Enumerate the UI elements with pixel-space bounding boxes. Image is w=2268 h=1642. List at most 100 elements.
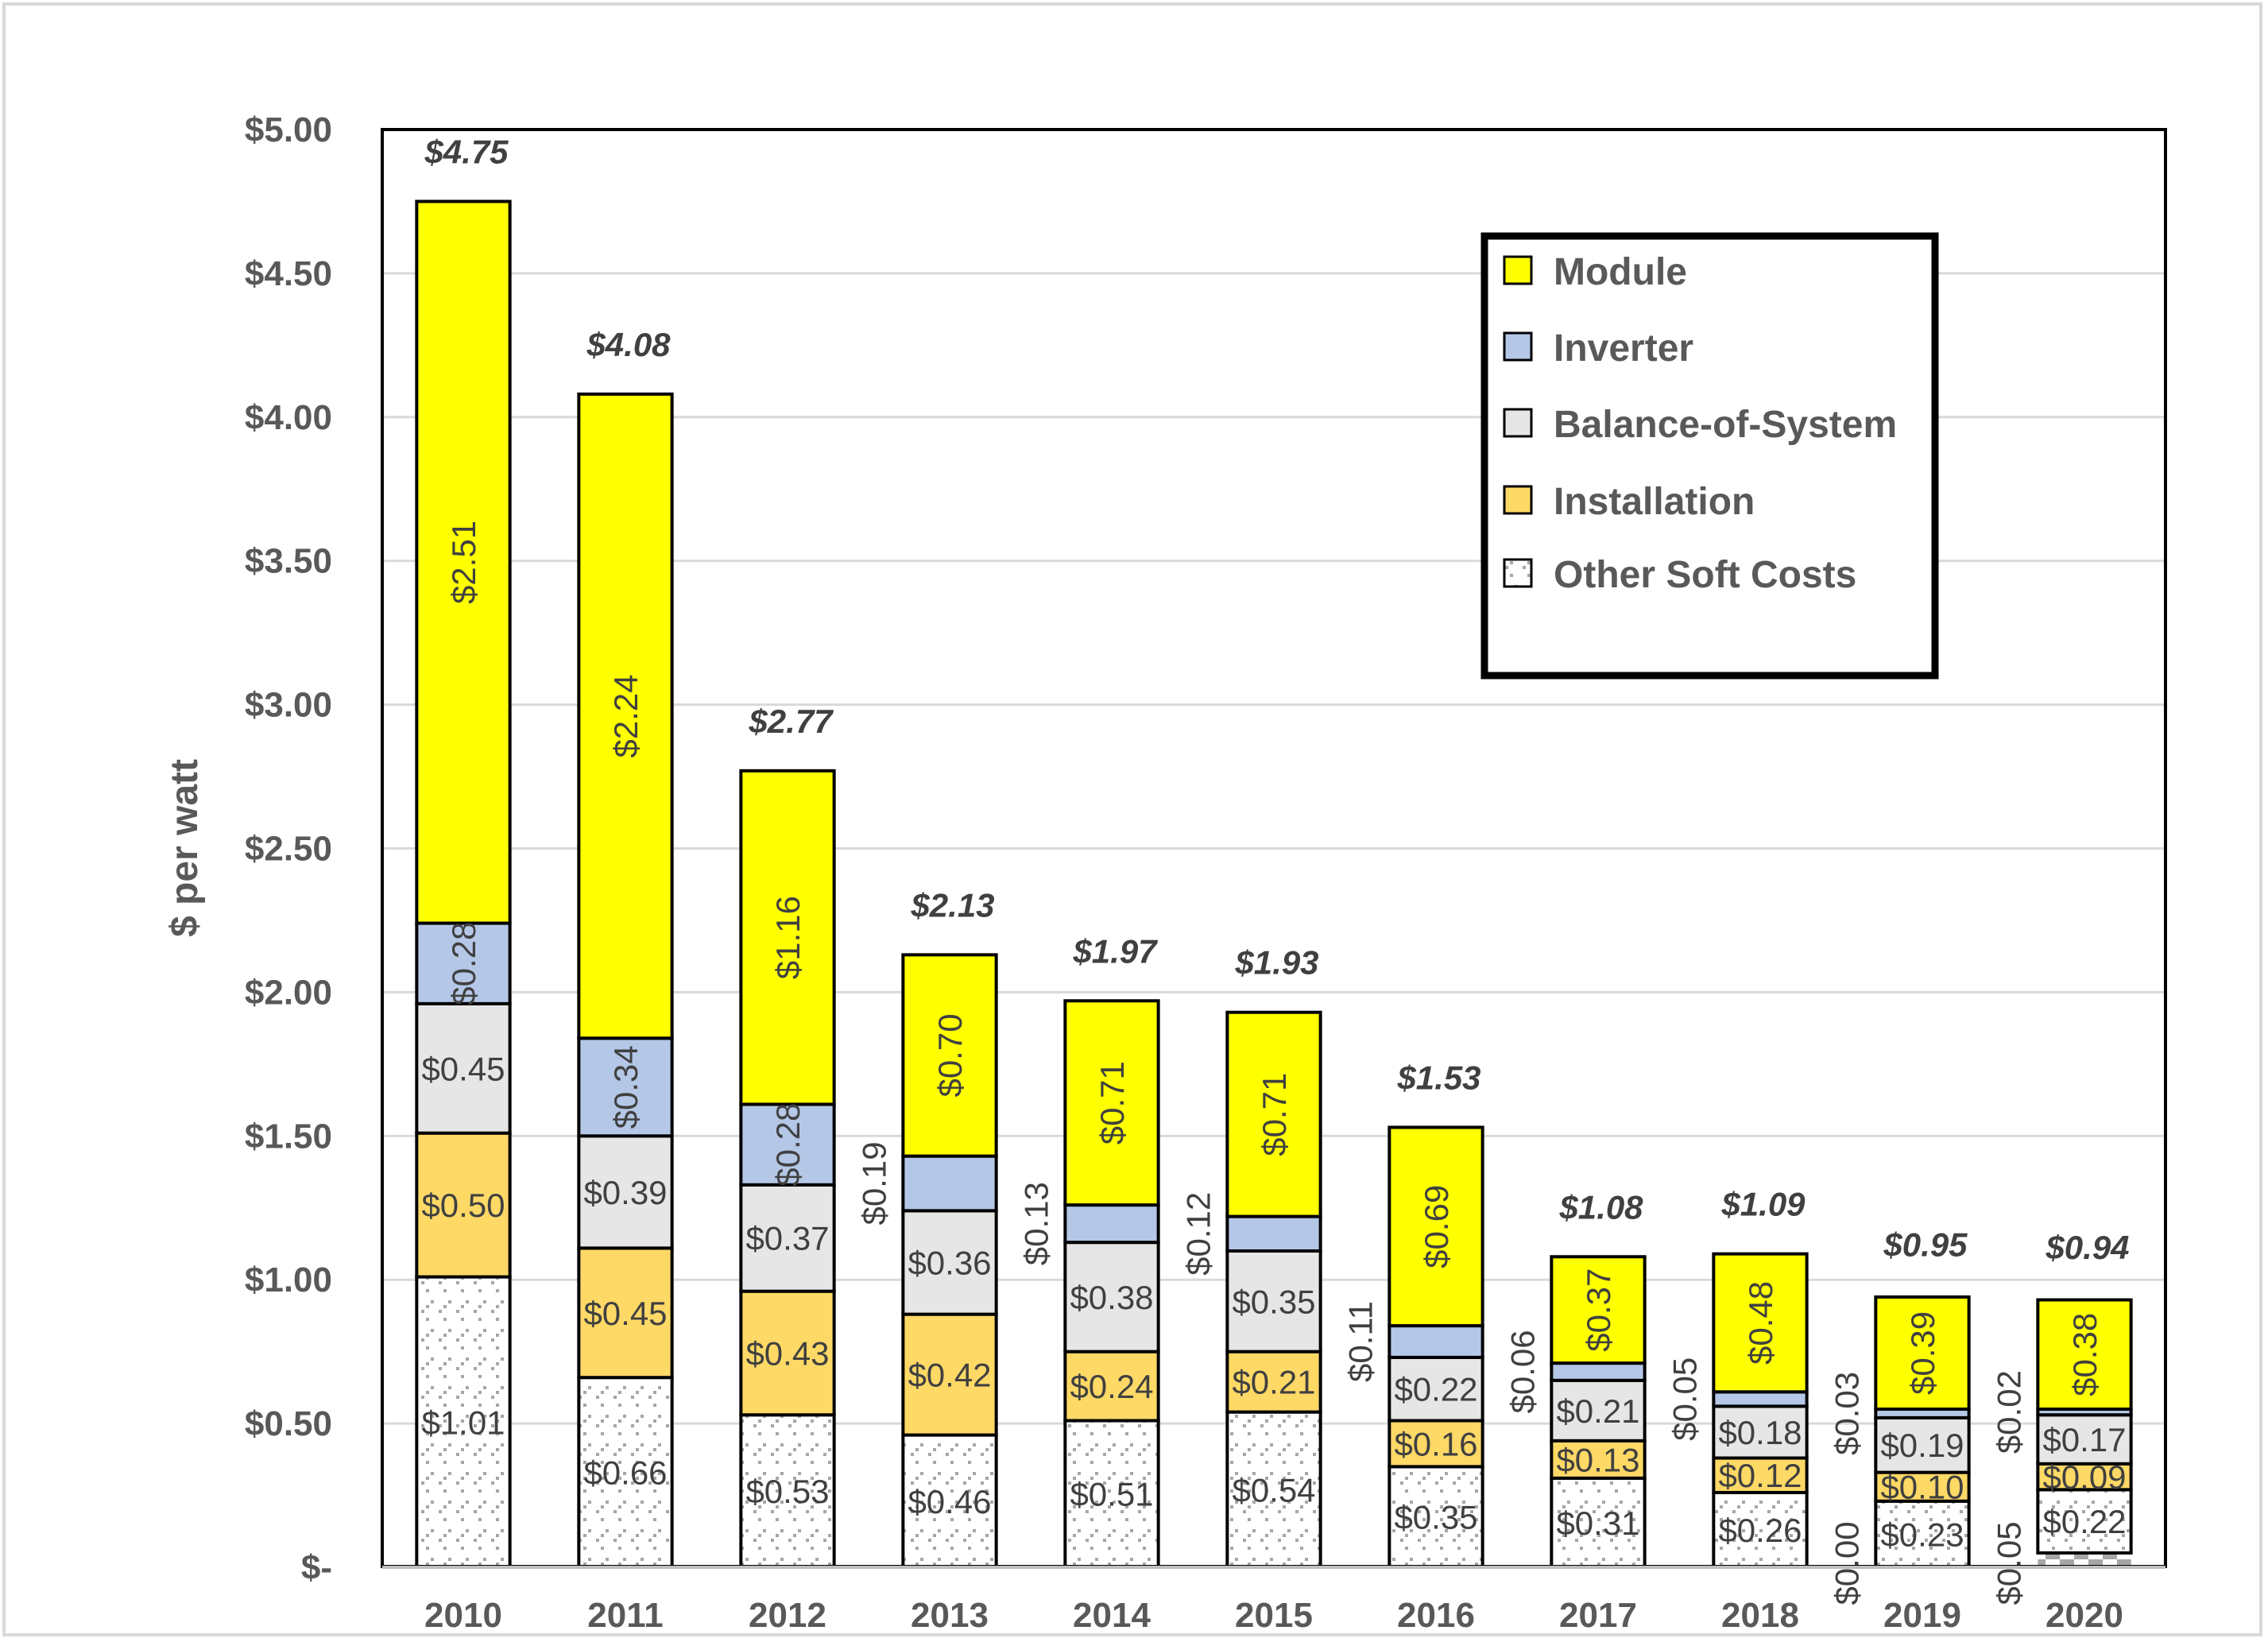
y-tick-label: $1.00 [245, 1261, 332, 1299]
legend-label: Installation [1554, 481, 1755, 523]
segment-label: $0.12 [1718, 1457, 1802, 1494]
x-tick-label: 2018 [1721, 1596, 1799, 1635]
segment-label-outside: $0.05 [1990, 1521, 2027, 1605]
x-tick-label: 2013 [911, 1596, 989, 1635]
segment-label-rotated: $1.16 [769, 896, 807, 979]
segment-label: $0.54 [1232, 1471, 1315, 1508]
legend-swatch [1503, 331, 1533, 362]
segment-label: $0.42 [908, 1357, 991, 1394]
bar-segment-module [1388, 1125, 1484, 1328]
segment-label-rotated: $0.71 [1256, 1073, 1293, 1156]
bar-segment-inverter [415, 921, 512, 1005]
total-label: $4.75 [424, 133, 509, 170]
segment-label: $0.18 [1718, 1414, 1802, 1451]
bar-segment-other-soft-costs [1550, 1476, 1647, 1570]
total-label: $1.97 [1072, 932, 1158, 970]
segment-label: $0.46 [908, 1483, 991, 1520]
bar-segment-module [577, 392, 674, 1040]
bar-segment-inverter [901, 1154, 998, 1213]
bar-segment-installation [1063, 1350, 1160, 1423]
total-label: $1.93 [1234, 944, 1318, 982]
bar-segment-inverter [1063, 1203, 1160, 1245]
y-tick-label: $3.50 [245, 542, 332, 581]
bar-segment-balance-of-system [1550, 1378, 1647, 1443]
segment-label: $1.01 [421, 1404, 505, 1441]
y-tick-label: $4.00 [245, 398, 332, 437]
bar-segment-module [1063, 999, 1160, 1207]
segment-label-outside: $0.11 [1341, 1301, 1379, 1382]
total-labels: $4.75 $4.08 $2.77 $2.13 $1.97 $1.93 $1.53 $1.08… [424, 133, 2129, 1265]
segment-label: $0.23 [1880, 1516, 1964, 1553]
segment-label: $0.45 [421, 1050, 505, 1087]
bar-segment-inverter [1388, 1324, 1484, 1359]
x-tick-label: 2011 [587, 1596, 663, 1635]
segment-label-rotated: $0.69 [1418, 1185, 1455, 1268]
legend-label: Balance-of-System [1554, 404, 1897, 446]
x-tick-label: 2015 [1235, 1596, 1313, 1635]
bar-segment-other-soft-costs [577, 1376, 674, 1570]
x-axis-tick-labels: 2010 2011 2012 2013 2014 2015 2016 2017 2018 2019… [424, 1596, 2123, 1635]
segment-label-rotated: $0.39 [1904, 1311, 1941, 1395]
x-tick-label: 2012 [749, 1596, 826, 1635]
legend-item-module: Module [1503, 251, 1687, 293]
bar-segment-inverter [1712, 1390, 1809, 1408]
bar-segment-balance-of-system [2036, 1413, 2133, 1466]
bar-segment-inverter [1225, 1214, 1322, 1253]
segment-label-rotated: $0.37 [1580, 1268, 1617, 1352]
segment-label: $0.17 [2042, 1421, 2126, 1458]
bar-segment-balance-of-system [577, 1134, 674, 1250]
legend: Module Inverter Balance-of-System Installat… [1480, 232, 1939, 680]
segment-label: $0.16 [1394, 1425, 1477, 1462]
bar-segment-balance-of-system [415, 1001, 512, 1135]
legend-box [1480, 232, 1939, 680]
bar-segment-module [739, 769, 836, 1106]
y-axis-tick-labels: $- $0.50 $1.00 $1.50 $2.00 $2.50 $3.00 $3.50 $4.… [245, 110, 332, 1587]
legend-swatch [1503, 558, 1533, 588]
x-tick-label: 2010 [424, 1596, 502, 1635]
bar-segment-balance-of-system [1388, 1355, 1484, 1423]
segment-label: $0.13 [1556, 1441, 1639, 1478]
segment-label-outside: $0.12 [1179, 1192, 1217, 1276]
y-tick-label: $2.50 [245, 830, 332, 869]
segment-label: $0.35 [1394, 1499, 1477, 1536]
segment-label: $0.38 [1070, 1279, 1153, 1316]
segment-label: $0.37 [745, 1220, 829, 1257]
bar-segment-unlabeled [2038, 1552, 2131, 1567]
x-tick-label: 2014 [1073, 1596, 1151, 1635]
segment-label-rotated: $0.28 [445, 922, 482, 1005]
y-tick-label: $4.50 [245, 254, 332, 293]
x-tick-label: 2017 [1559, 1596, 1637, 1635]
segment-label-outside: $0.03 [1828, 1372, 1865, 1455]
bar-segment-module [901, 953, 998, 1158]
y-axis-title: $ per watt [164, 759, 206, 937]
x-tick-label: 2016 [1397, 1596, 1475, 1635]
bar-segment-balance-of-system [1874, 1415, 1971, 1474]
total-label: $1.09 [1720, 1186, 1805, 1223]
segment-label: $0.26 [1718, 1512, 1802, 1549]
legend-swatch [1503, 485, 1533, 515]
segment-label: $0.31 [1556, 1505, 1639, 1542]
y-tick-label: $1.50 [245, 1117, 332, 1156]
segment-label-rotated: $0.71 [1093, 1061, 1131, 1144]
bar-segment-module [2036, 1298, 2133, 1412]
segment-label: $0.53 [745, 1473, 829, 1510]
legend-item-inverter: Inverter [1503, 327, 1693, 370]
legend-label: Inverter [1554, 327, 1693, 370]
legend-label: Other Soft Costs [1554, 554, 1856, 596]
total-label: $1.08 [1558, 1188, 1643, 1226]
total-label: $2.77 [748, 703, 834, 740]
segment-label: $0.09 [2042, 1458, 2126, 1496]
x-tick-label: 2020 [2045, 1596, 2123, 1635]
segment-label: $0.10 [1880, 1469, 1964, 1506]
bar-segment-inverter [1550, 1361, 1647, 1382]
segment-label: $0.19 [1880, 1427, 1964, 1464]
total-label: $4.08 [586, 326, 671, 363]
segment-label: $0.43 [745, 1334, 829, 1372]
segment-label: $0.35 [1232, 1283, 1315, 1320]
total-label: $2.13 [910, 886, 994, 924]
legend-swatch [1503, 408, 1533, 438]
y-tick-label: $- [301, 1548, 332, 1587]
segment-label-rotated: $2.24 [607, 675, 644, 758]
segment-label: $0.22 [1394, 1371, 1477, 1408]
